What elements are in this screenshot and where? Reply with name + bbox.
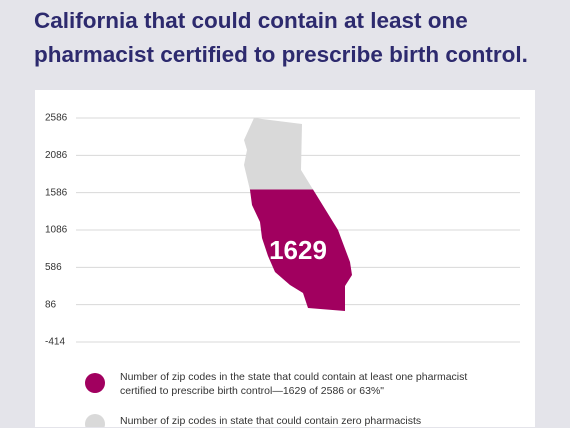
legend-label: Number of zip codes in state that could … (120, 415, 422, 427)
y-tick-label: -414 (45, 337, 65, 348)
title: California that could contain at least o… (34, 4, 554, 72)
legend-marker (85, 373, 105, 393)
y-tick-label: 1086 (45, 225, 68, 236)
y-tick-label: 2586 (45, 113, 68, 124)
legend-label: Number of zip codes in the state that co… (120, 371, 468, 397)
legend-marker (85, 414, 105, 427)
y-tick-label: 86 (45, 299, 57, 310)
state-shape-rest (244, 118, 313, 190)
y-tick-label: 1586 (45, 187, 68, 198)
data-label: 1629 (269, 235, 327, 265)
title-line: pharmacist certified to prescribe birth … (34, 42, 528, 67)
y-tick-label: 2086 (45, 150, 68, 161)
state-shape-filled (249, 189, 352, 311)
title-line: California that could contain at least o… (34, 8, 468, 33)
y-tick-label: 586 (45, 262, 62, 273)
